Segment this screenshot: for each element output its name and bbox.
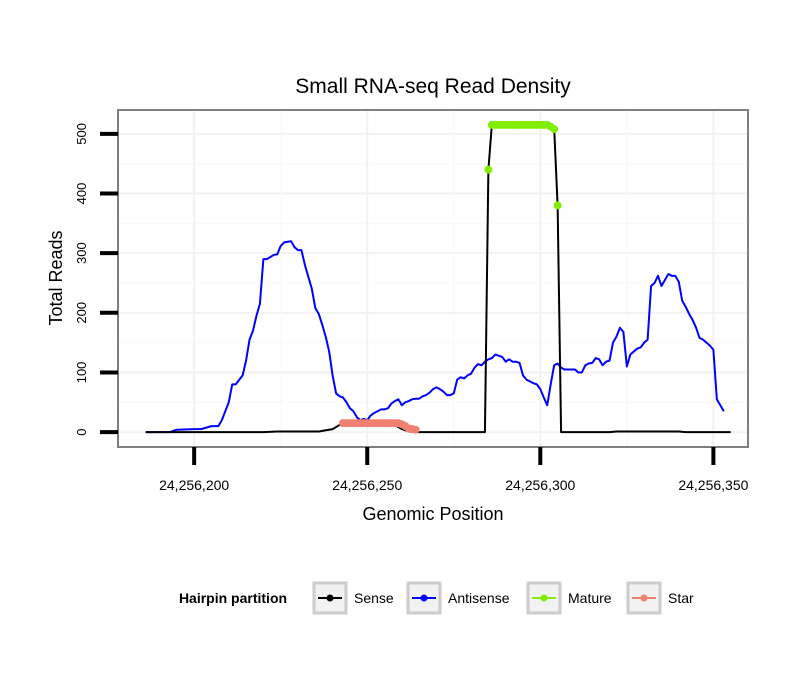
chart-title: Small RNA-seq Read Density <box>295 75 571 98</box>
x-tick-label: 24,256,250 <box>332 477 402 493</box>
y-axis-label: Total Reads <box>46 230 66 325</box>
point-mature <box>553 201 562 210</box>
point-mature <box>550 125 559 134</box>
series-line-sense <box>145 123 731 434</box>
legend-label-antisense: Antisense <box>448 590 510 606</box>
legend-label-mature: Mature <box>568 590 612 606</box>
plot-grid <box>118 110 748 447</box>
plot-panel-border <box>117 109 749 448</box>
point-star <box>411 425 420 434</box>
series-line-antisense <box>145 240 725 434</box>
y-tick-label: 0 <box>74 428 89 435</box>
y-tick-label: 200 <box>74 302 89 324</box>
legend-label-star: Star <box>668 590 694 606</box>
legend-key-point <box>326 594 334 602</box>
y-axis: 0 100 200 300 400 500 <box>74 123 118 436</box>
series-lines <box>145 123 731 434</box>
legend-key-point <box>540 594 548 602</box>
x-axis: 24,256,200 24,256,250 24,256,300 24,256,350 <box>159 447 749 493</box>
series-points <box>339 120 562 434</box>
legend-key-point <box>420 594 428 602</box>
legend-key-point <box>640 594 648 602</box>
y-tick-label: 400 <box>74 183 89 205</box>
legend-title: Hairpin partition <box>179 590 287 606</box>
y-tick-label: 300 <box>74 242 89 264</box>
y-tick-label: 500 <box>74 123 89 145</box>
x-axis-label: Genomic Position <box>362 504 503 524</box>
x-tick-label: 24,256,300 <box>505 477 575 493</box>
x-tick-label: 24,256,350 <box>678 477 748 493</box>
legend-label-sense: Sense <box>354 590 394 606</box>
point-mature <box>484 165 493 174</box>
legend: Hairpin partition Sense Antisense Mature St… <box>179 581 694 615</box>
y-tick-label: 100 <box>74 362 89 384</box>
x-tick-label: 24,256,200 <box>159 477 229 493</box>
